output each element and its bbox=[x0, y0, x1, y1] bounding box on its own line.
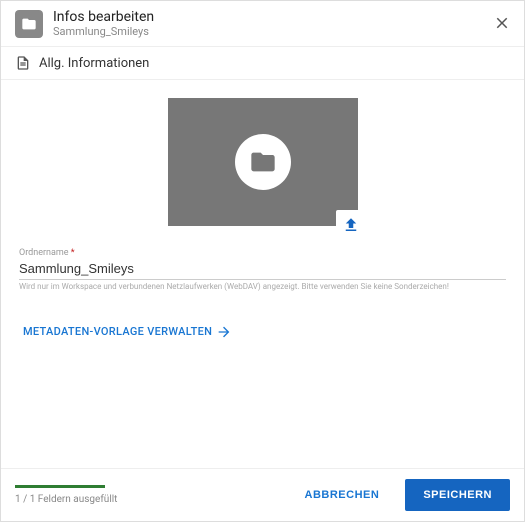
save-button[interactable]: SPEICHERN bbox=[405, 479, 510, 511]
dialog-subtitle: Sammlung_Smileys bbox=[53, 25, 154, 38]
cancel-button[interactable]: ABBRECHEN bbox=[287, 479, 398, 511]
foldername-input[interactable] bbox=[19, 258, 506, 280]
progress-text: 1 / 1 Feldern ausgefüllt bbox=[15, 494, 117, 505]
foldername-label: Ordnername * bbox=[19, 248, 506, 258]
folder-icon bbox=[15, 10, 43, 38]
section-title: Allg. Informationen bbox=[39, 56, 149, 71]
folder-preview bbox=[168, 98, 358, 226]
dialog-header: Infos bearbeiten Sammlung_Smileys bbox=[1, 1, 524, 47]
document-icon bbox=[15, 55, 31, 71]
manage-metadata-template-label: METADATEN-VORLAGE VERWALTEN bbox=[23, 325, 212, 338]
dialog-title: Infos bearbeiten bbox=[53, 9, 154, 25]
folder-preview-icon bbox=[235, 134, 291, 190]
arrow-right-icon bbox=[216, 324, 232, 340]
section-header: Allg. Informationen bbox=[1, 47, 524, 80]
preview-area bbox=[19, 98, 506, 226]
manage-metadata-template-link[interactable]: METADATEN-VORLAGE VERWALTEN bbox=[19, 316, 236, 348]
close-button[interactable] bbox=[490, 11, 514, 35]
foldername-field: Ordnername * Wird nur im Workspace und v… bbox=[19, 248, 506, 292]
upload-image-button[interactable] bbox=[336, 210, 366, 240]
progress-fill bbox=[15, 485, 105, 488]
dialog-footer: 1 / 1 Feldern ausgefüllt ABBRECHEN SPEIC… bbox=[1, 468, 524, 521]
dialog-content: Ordnername * Wird nur im Workspace und v… bbox=[1, 80, 524, 468]
progress-indicator: 1 / 1 Feldern ausgefüllt bbox=[15, 485, 117, 505]
edit-info-dialog: Infos bearbeiten Sammlung_Smileys Allg. … bbox=[0, 0, 525, 522]
foldername-help: Wird nur im Workspace und verbundenen Ne… bbox=[19, 282, 506, 292]
